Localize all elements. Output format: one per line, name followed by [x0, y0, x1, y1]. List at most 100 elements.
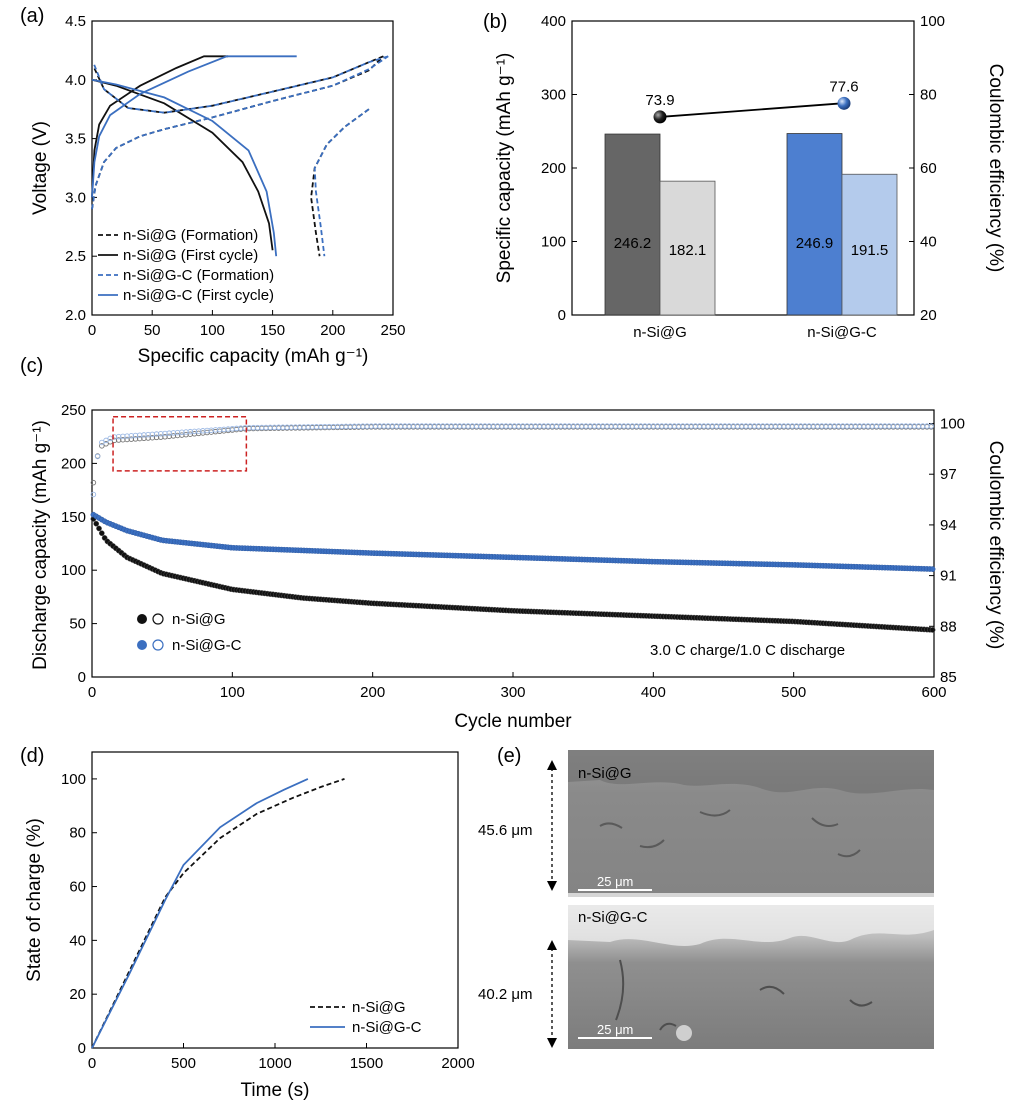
y-tick-label-d: 60 [69, 879, 86, 896]
x-tick-label-a: 200 [320, 322, 345, 339]
discharge-curve-a [92, 55, 384, 114]
panel-label-a: (a) [20, 5, 44, 27]
y2-tick-label-c: 91 [940, 568, 957, 585]
legend-label-a: n-Si@G (First cycle) [123, 247, 258, 264]
y-tick-label-a: 3.0 [65, 189, 86, 206]
ylabel2-b: Coulombic efficiency (%) [985, 64, 1006, 273]
y-tick-label-c: 200 [61, 455, 86, 472]
legend-open-c [152, 639, 164, 651]
y-tick-label-b: 100 [541, 234, 566, 251]
y2-tick-label-c: 94 [940, 517, 957, 534]
legend-open-c [152, 613, 164, 625]
efficiency-point-c [94, 453, 101, 460]
thickness-top: 45.6 μm [478, 822, 533, 839]
legend-filled-c [137, 614, 147, 624]
chart-a: 0 50 100 150 200 250 2.0 2.5 3.0 3.5 4.0 4.5 Specif… [30, 13, 406, 367]
bar-charge [604, 133, 661, 316]
efficiency-line-b [659, 102, 843, 118]
legend-label-a: n-Si@G-C (Formation) [123, 267, 274, 284]
y-tick-label-a: 3.5 [65, 131, 86, 148]
bar-charge [786, 133, 843, 316]
efficiency-point-b [837, 96, 851, 110]
legend-label-c: n-Si@G-C [172, 637, 242, 654]
y-tick-label-b: 400 [541, 13, 566, 30]
y-tick-label-d: 20 [69, 986, 86, 1003]
x-tick-label-c: 300 [500, 684, 525, 701]
formation-discharge-a [313, 108, 370, 257]
scale-label-bottom: 25 μm [597, 1022, 633, 1037]
y-tick-label-c: 250 [61, 402, 86, 419]
ylabel-d: State of charge (%) [24, 818, 45, 982]
legend-c: n-Si@G n-Si@G-C [137, 611, 242, 654]
bar-value-charge: 246.9 [796, 235, 834, 252]
y-tick-label-d: 100 [61, 771, 86, 788]
y-tick-label-b: 300 [541, 87, 566, 104]
chart-b: 0 100 200 300 400 20 40 60 80 100 n-Si@G n-Si@G-C 2… [494, 13, 1006, 341]
y2-tick-label-b: 100 [920, 13, 945, 30]
panel-label-b: (b) [483, 11, 507, 33]
x-tick-label-d: 1000 [258, 1055, 291, 1072]
y-tick-label-d: 40 [69, 932, 86, 949]
efficiency-value-b: 73.9 [645, 92, 674, 109]
y2-tick-label-b: 40 [920, 234, 937, 251]
efficiency-point-c [90, 479, 97, 486]
ylabel-a: Voltage (V) [30, 121, 51, 215]
y2-tick-label-c: 88 [940, 618, 957, 635]
charge-curve-a [91, 55, 385, 210]
y-tick-label-b: 200 [541, 160, 566, 177]
capacity-point-c [98, 530, 105, 537]
y2-tick-label-c: 85 [940, 669, 957, 686]
y-tick-label-b: 0 [558, 307, 566, 324]
y-tick-label-a: 2.0 [65, 307, 86, 324]
xlabel-a: Specific capacity (mAh g⁻¹) [138, 346, 369, 367]
bar-discharge [841, 173, 898, 316]
capacity-point-c [929, 627, 936, 633]
efficiency-point-c [99, 439, 105, 446]
highlight-box-c [112, 416, 248, 472]
plot-frame-a [91, 20, 394, 316]
x-tick-label-a: 150 [260, 322, 285, 339]
y-tick-label-d: 80 [69, 825, 86, 842]
efficiency-point-c [103, 437, 109, 444]
y-tick-label-c: 0 [78, 669, 86, 686]
charge-curve-a [91, 55, 389, 210]
x-tick-label-c: 600 [921, 684, 946, 701]
panel-label-e: (e) [497, 745, 521, 767]
x-tick-label-c: 200 [360, 684, 385, 701]
panel-label-d: (d) [20, 745, 44, 767]
chart-d: 0 500 1000 1500 2000 0 20 40 60 80 100 Time (s) St… [24, 751, 475, 1101]
x-tick-label-a: 100 [200, 322, 225, 339]
x-tick-label-d: 500 [171, 1055, 196, 1072]
sem-image-bottom [568, 905, 934, 1049]
x-tick-label-c: 100 [220, 684, 245, 701]
panel-label-c: (c) [20, 355, 43, 377]
legend-d: n-Si@G n-Si@G-C [310, 999, 422, 1036]
scale-label-top: 25 μm [597, 874, 633, 889]
legend-a: n-Si@G (Formation) n-Si@G (First cycle) n-… [98, 227, 274, 304]
sem-panel: n-Si@G n-Si@G-C 25 μm 25 μm 45.6 μm 40.2… [478, 750, 934, 1049]
efficiency-point-c [90, 491, 97, 498]
efficiency-value-b: 77.6 [829, 78, 858, 95]
category-label-b: n-Si@G [633, 324, 687, 341]
x-tick-label-c: 500 [781, 684, 806, 701]
legend-label-a: n-Si@G-C (First cycle) [123, 287, 274, 304]
discharge-curve-a [92, 55, 389, 114]
efficiency-point-c [928, 423, 934, 429]
legend-label-d: n-Si@G-C [352, 1019, 422, 1036]
soc-curve-d [91, 778, 309, 1049]
x-tick-label-d: 2000 [441, 1055, 474, 1072]
y2-tick-label-c: 100 [940, 416, 965, 433]
y2-tick-label-c: 97 [940, 466, 957, 483]
ylabel-c: Discharge capacity (mAh g⁻¹) [30, 420, 51, 670]
chart-c: 0 100 200 300 400 500 600 0 50 100 150 200 250 85 88 91… [30, 402, 1006, 732]
legend-label-d: n-Si@G [352, 999, 406, 1016]
capacity-point-c [929, 566, 936, 572]
discharge-curve-a [91, 78, 278, 257]
capacity-point-c [93, 520, 100, 527]
x-tick-label-c: 400 [641, 684, 666, 701]
efficiency-point-c [99, 443, 105, 449]
y-tick-label-d: 0 [78, 1040, 86, 1057]
ylabel-b: Specific capacity (mAh g⁻¹) [494, 53, 515, 284]
y-tick-label-a: 4.5 [65, 13, 86, 30]
